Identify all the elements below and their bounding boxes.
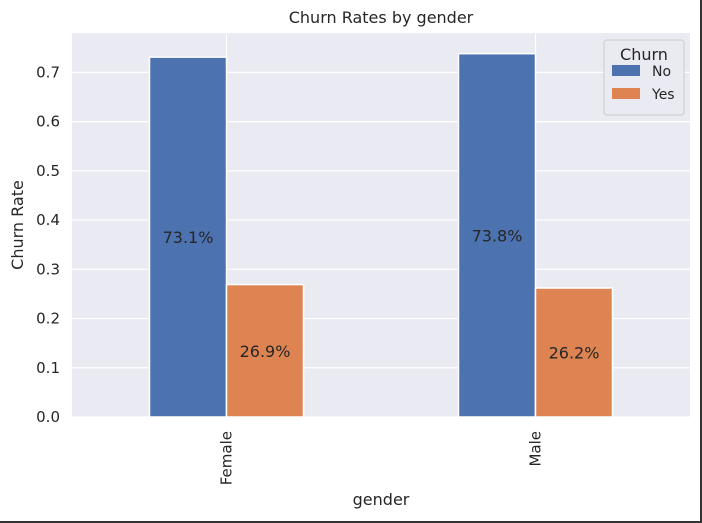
bar-value-label: 26.9% bbox=[240, 342, 291, 361]
y-tick-label: 0.7 bbox=[36, 63, 60, 81]
legend-label-yes: Yes bbox=[651, 87, 675, 103]
y-axis-label: Churn Rate bbox=[8, 180, 27, 270]
bar-value-label: 26.2% bbox=[549, 344, 600, 363]
bar-value-label: 73.8% bbox=[472, 226, 523, 245]
legend-swatch-yes bbox=[612, 88, 640, 99]
bar-no-female bbox=[148, 56, 228, 418]
x-tick-label: Male bbox=[527, 431, 545, 467]
bar-labels: 73.1% 26.9% 73.8% 26.2% bbox=[163, 226, 600, 362]
bar-yes-male bbox=[534, 287, 614, 418]
y-tick-labels: 0.0 0.1 0.2 0.3 0.4 0.5 0.6 0.7 bbox=[36, 63, 60, 426]
legend: Churn No Yes bbox=[603, 39, 685, 116]
y-tick-label: 0.0 bbox=[36, 408, 60, 426]
y-tick-label: 0.4 bbox=[36, 211, 60, 229]
legend-swatch-no bbox=[612, 65, 640, 76]
bars bbox=[148, 52, 614, 418]
bar-value-label: 73.1% bbox=[163, 228, 214, 247]
y-tick-label: 0.6 bbox=[36, 113, 60, 131]
y-tick-label: 0.1 bbox=[36, 359, 60, 377]
chart-title: Churn Rates by gender bbox=[289, 8, 474, 27]
y-tick-label: 0.5 bbox=[36, 162, 60, 180]
y-tick-label: 0.3 bbox=[36, 260, 60, 278]
legend-title: Churn bbox=[620, 45, 668, 64]
x-axis-label: gender bbox=[353, 490, 410, 509]
legend-label-no: No bbox=[652, 64, 671, 80]
x-tick-labels: Female Male bbox=[218, 431, 545, 485]
x-tick-label: Female bbox=[218, 431, 236, 485]
bar-yes-female bbox=[225, 283, 305, 418]
y-tick-label: 0.2 bbox=[36, 310, 60, 328]
bar-no-male bbox=[457, 52, 537, 418]
